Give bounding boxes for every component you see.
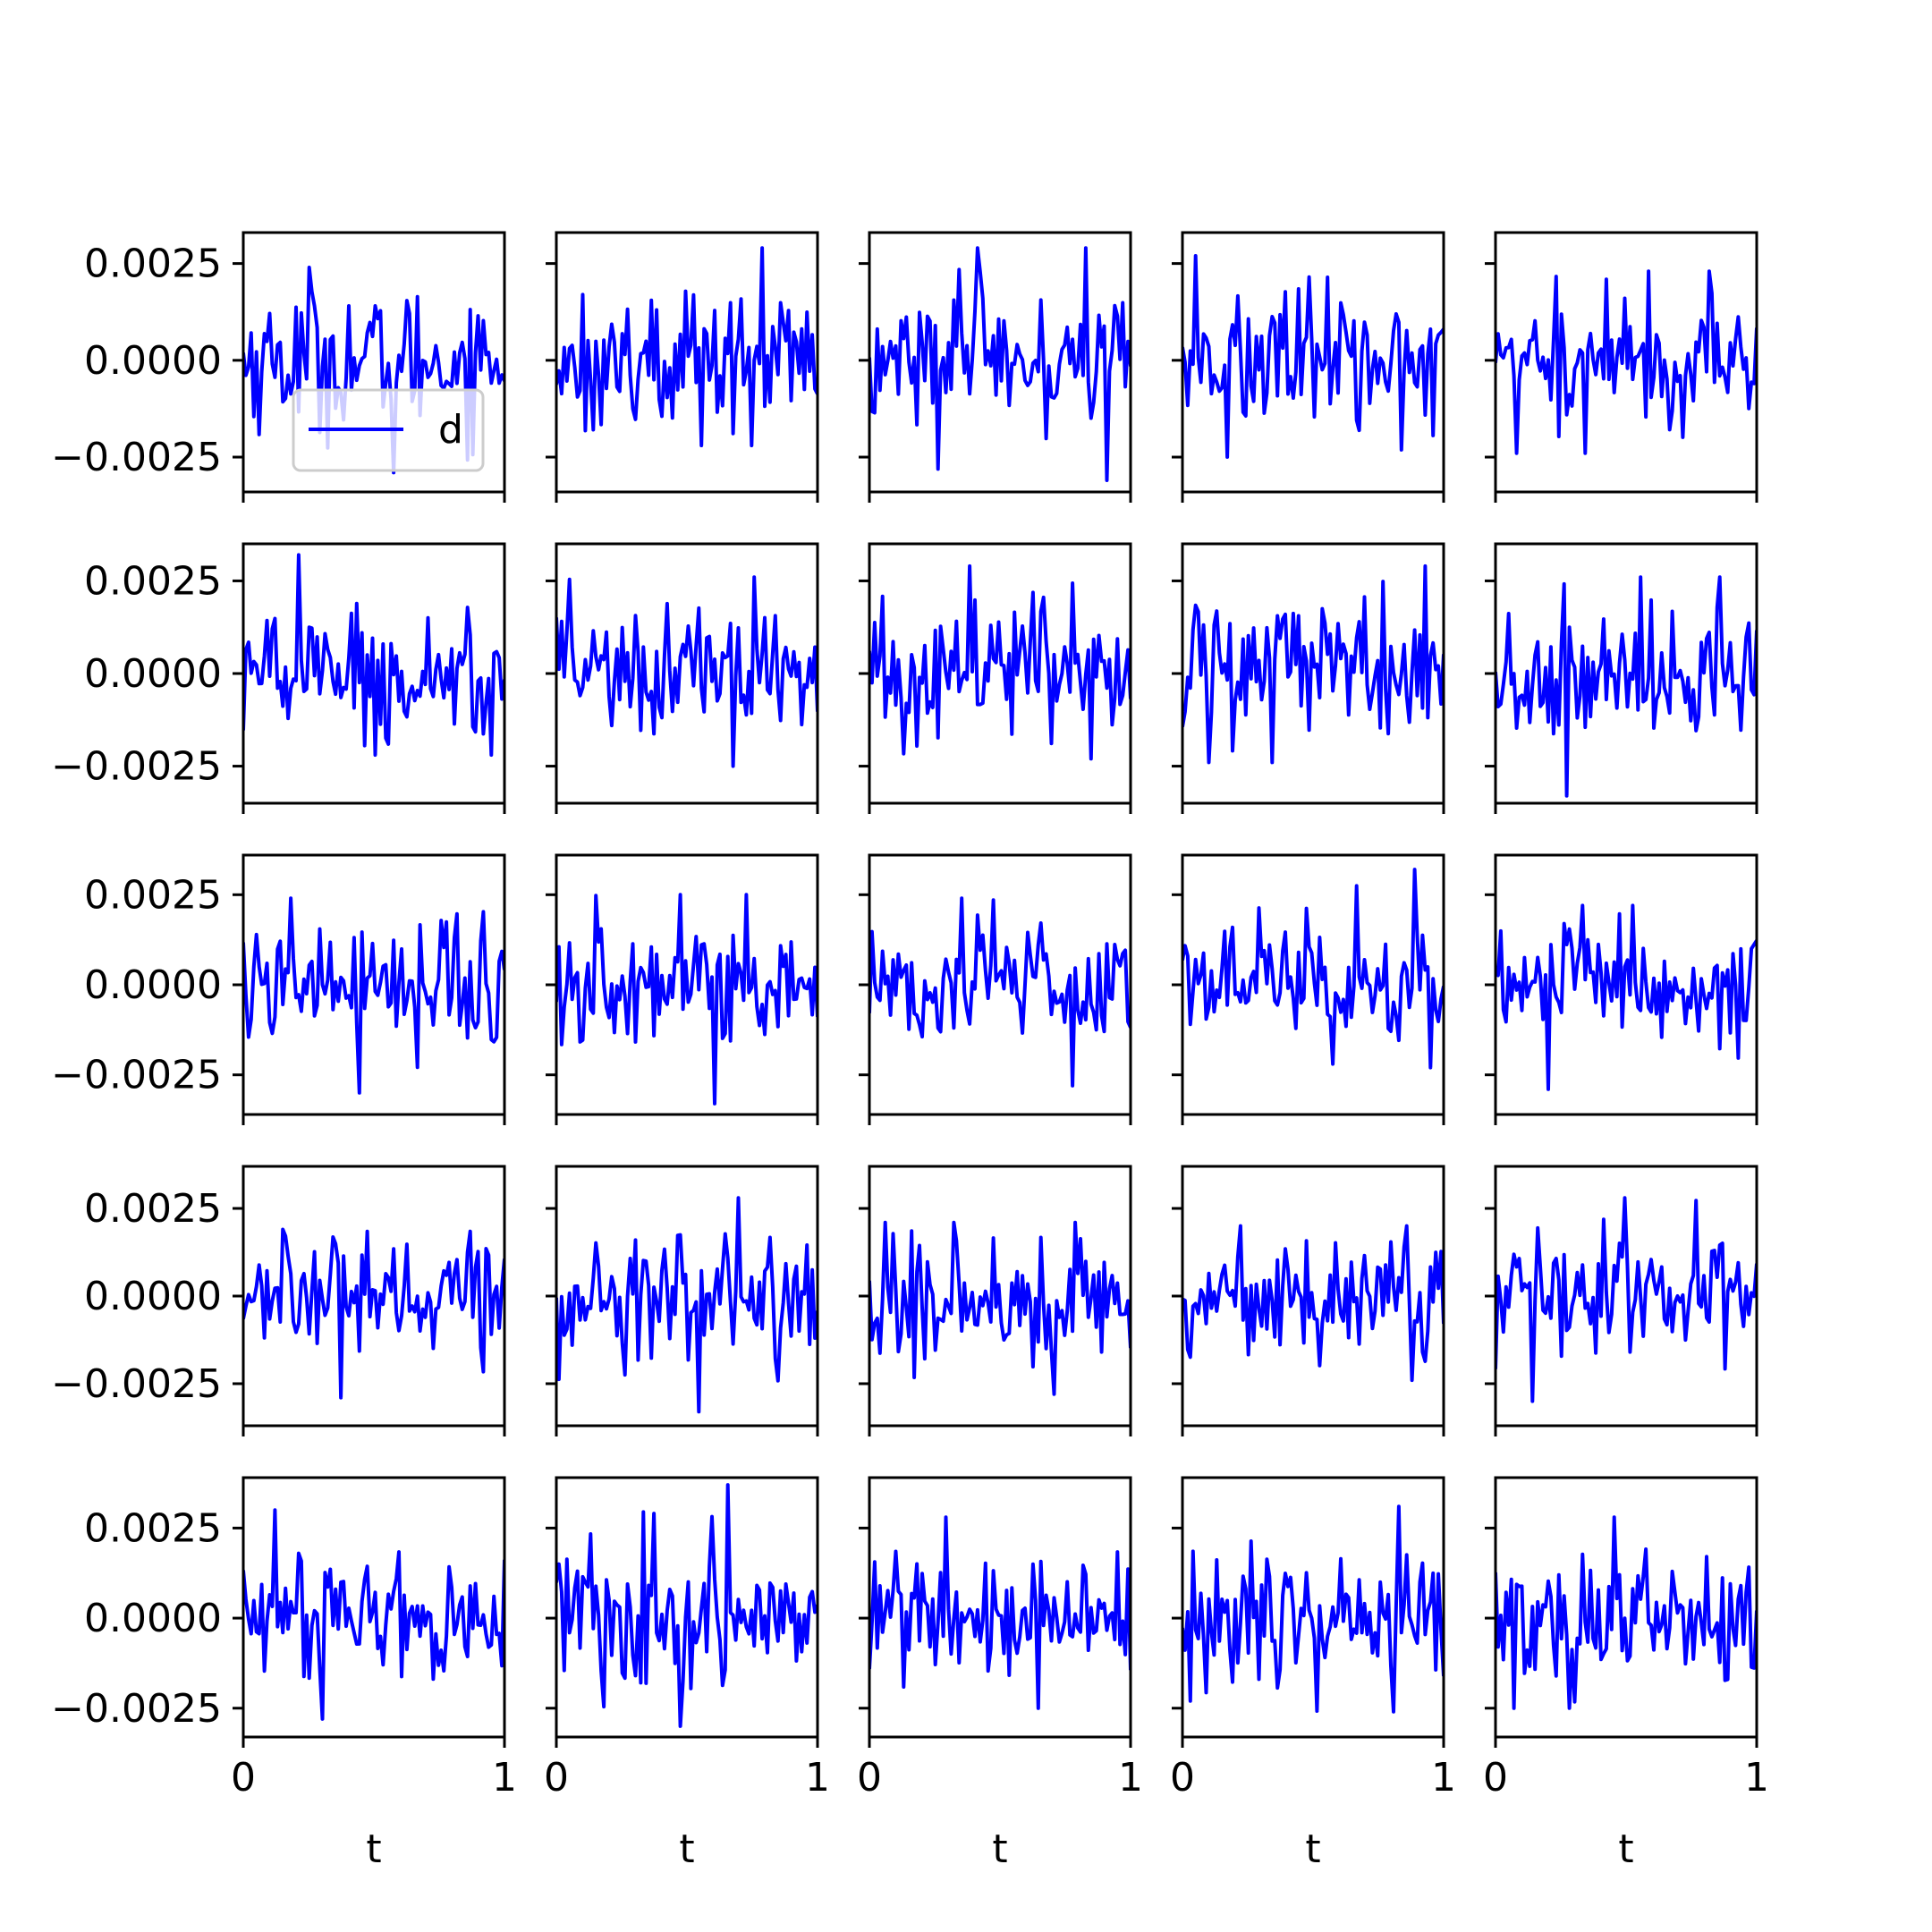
subplot-r0-c3	[1172, 231, 1445, 503]
series-line-d	[1496, 1515, 1757, 1710]
subplot-grid: −0.00250.00000.0025−0.00250.00000.0025−0…	[51, 231, 1769, 1872]
subplot-r2-c3	[1172, 853, 1445, 1125]
x-tick-label: 1	[1744, 1755, 1769, 1801]
axes-frame	[242, 231, 506, 494]
y-tick-label: 0.0000	[84, 1596, 222, 1641]
subplot-r3-c3	[1172, 1165, 1445, 1436]
subplot-r3-c4	[1485, 1165, 1758, 1436]
series-line-d	[556, 246, 818, 448]
series-line-d	[1182, 868, 1444, 1070]
x-tick-label: 0	[1170, 1755, 1195, 1801]
series-line-d	[556, 1196, 818, 1414]
series-line-d	[869, 564, 1131, 761]
axes-frame	[555, 1476, 819, 1739]
y-tick-label: 0.0000	[84, 338, 222, 384]
subplot-r0-c2	[859, 231, 1132, 503]
axes-frame	[1181, 1476, 1445, 1739]
y-tick-label: 0.0025	[84, 872, 222, 918]
x-axis-label: t	[1305, 1826, 1320, 1872]
y-tick-label: −0.0025	[51, 1686, 222, 1732]
axes-frame	[242, 1476, 506, 1739]
axes-frame	[555, 231, 819, 494]
series-line-d	[1496, 575, 1757, 798]
subplot-r1-c4	[1485, 542, 1758, 814]
subplot-r3-c0: −0.0025 0.0000 0.0025	[51, 1165, 506, 1436]
x-tick-label: 1	[805, 1755, 830, 1801]
x-tick-label: 0	[544, 1755, 569, 1801]
y-tick-label: −0.0025	[51, 1361, 222, 1407]
y-tick-label: 0.0025	[84, 558, 222, 604]
y-tick-label: 0.0025	[84, 1186, 222, 1232]
series-line-d	[243, 553, 504, 758]
series-line-d	[1496, 903, 1757, 1091]
x-axis-label: t	[366, 1826, 381, 1872]
series-line-d	[1496, 269, 1757, 455]
y-tick-label: 0.0000	[84, 651, 222, 697]
legend: d	[292, 388, 485, 472]
axes-frame	[868, 1476, 1132, 1739]
subplot-r3-c2	[859, 1165, 1132, 1436]
subplot-r1-c0: −0.0025 0.0000 0.0025	[51, 542, 506, 814]
x-axis-label: t	[679, 1826, 694, 1872]
series-line-d	[243, 266, 504, 475]
x-tick-label: 0	[1483, 1755, 1508, 1801]
subplot-r2-c2	[859, 853, 1132, 1125]
subplot-r1-c1	[546, 542, 819, 814]
y-tick-label: −0.0025	[51, 744, 222, 790]
series-line-d	[1182, 564, 1444, 765]
series-line-d	[1182, 1504, 1444, 1714]
subplot-r0-c0: −0.0025 0.0000 0.0025	[51, 231, 506, 503]
subplot-r2-c4	[1485, 853, 1758, 1125]
series-line-d	[1182, 254, 1444, 459]
x-tick-label: 0	[231, 1755, 256, 1801]
subplot-r4-c2: 0 1 t	[857, 1476, 1143, 1872]
series-line-d	[556, 1483, 818, 1728]
x-tick-label: 1	[1118, 1755, 1143, 1801]
series-line-d	[869, 246, 1131, 482]
axes-frame	[1494, 231, 1758, 494]
series-line-d	[556, 893, 818, 1106]
y-tick-label: −0.0025	[51, 435, 222, 480]
y-tick-label: 0.0000	[84, 1274, 222, 1319]
subplot-r4-c1: 0 1 t	[544, 1476, 830, 1872]
y-tick-label: 0.0025	[84, 242, 222, 287]
subplot-r4-c4: 0 1 t	[1483, 1476, 1769, 1872]
x-tick-label: 1	[1431, 1755, 1456, 1801]
subplot-r0-c1	[546, 231, 819, 503]
series-line-d	[243, 1227, 504, 1400]
series-line-d	[243, 896, 504, 1095]
x-axis-label: t	[1618, 1826, 1633, 1872]
series-line-d	[869, 896, 1131, 1088]
axes-frame	[868, 231, 1132, 494]
series-line-d	[1496, 1196, 1757, 1403]
subplot-r1-c3	[1172, 542, 1445, 814]
subplot-r2-c1	[546, 853, 819, 1125]
subplot-r2-c0: −0.0025 0.0000 0.0025	[51, 853, 506, 1125]
axes-frame	[1494, 1476, 1758, 1739]
y-tick-label: −0.0025	[51, 1053, 222, 1098]
subplot-r4-c0: −0.0025 0.0000 0.0025 0 1 t	[51, 1476, 517, 1872]
legend-label: d	[438, 407, 463, 453]
subplot-r0-c4	[1485, 231, 1758, 503]
subplot-r3-c1	[546, 1165, 819, 1436]
series-line-d	[556, 575, 818, 768]
subplot-r4-c3: 0 1 t	[1170, 1476, 1456, 1872]
x-tick-label: 1	[492, 1755, 517, 1801]
series-line-d	[869, 1220, 1131, 1396]
subplot-r1-c2	[859, 542, 1132, 814]
axes-frame	[1181, 231, 1445, 494]
series-line-d	[1182, 1224, 1444, 1383]
x-tick-label: 0	[857, 1755, 882, 1801]
series-line-d	[869, 1515, 1131, 1710]
x-axis-label: t	[992, 1826, 1007, 1872]
y-tick-label: 0.0025	[84, 1505, 222, 1551]
y-tick-label: 0.0000	[84, 962, 222, 1008]
series-line-d	[243, 1508, 504, 1721]
